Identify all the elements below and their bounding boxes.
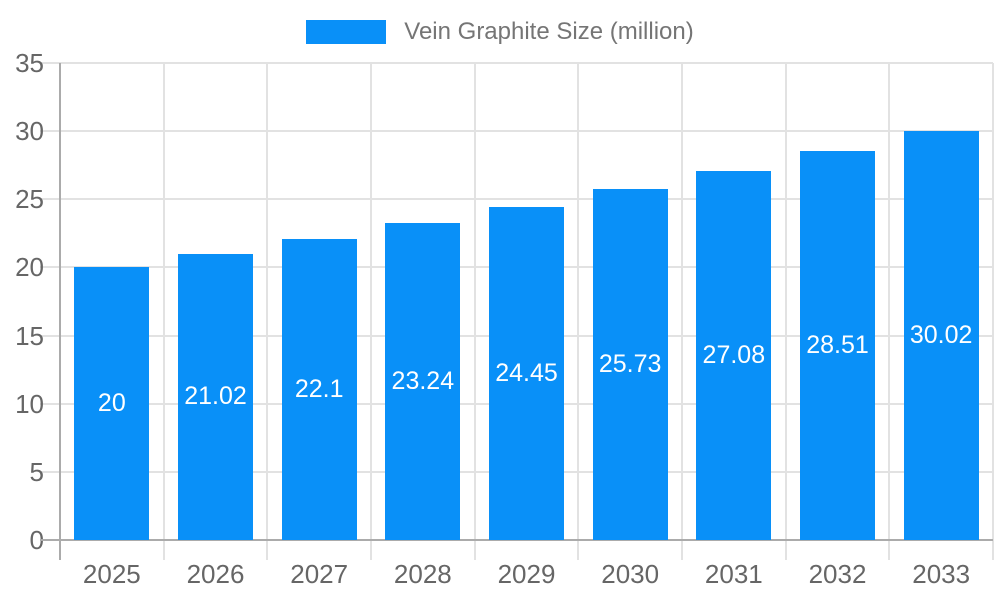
x-tick — [681, 540, 683, 560]
x-tick — [162, 540, 165, 560]
y-tick-label: 25 — [15, 184, 44, 215]
y-tick — [40, 266, 60, 269]
x-tick — [888, 540, 891, 560]
x-tick-label: 2029 — [497, 559, 556, 589]
x-axis-line — [40, 539, 993, 541]
y-tick-label: 0 — [29, 525, 44, 555]
y-tick-label: 20 — [15, 252, 44, 283]
x-tick-label: 2030 — [601, 559, 660, 589]
y-tick — [40, 334, 60, 337]
x-gridline — [681, 63, 683, 540]
y-tick — [40, 402, 60, 405]
y-gridline — [60, 62, 993, 64]
x-tick — [992, 540, 994, 560]
bar-2025[interactable]: 20 — [74, 267, 150, 540]
x-gridline — [992, 63, 994, 540]
x-tick-label: 2033 — [912, 559, 971, 589]
x-gridline — [888, 63, 891, 540]
legend-swatch-icon — [306, 20, 387, 44]
y-tick — [40, 198, 60, 201]
bar-value-label: 25.73 — [598, 350, 662, 379]
x-tick — [784, 540, 787, 560]
x-tick — [266, 540, 269, 560]
x-tick — [473, 540, 476, 560]
x-gridline — [784, 63, 787, 540]
y-axis-line — [59, 63, 61, 560]
x-tick-label: 2026 — [186, 559, 245, 589]
legend-item[interactable]: Vein Graphite Size (million) — [0, 14, 1000, 50]
x-gridline — [266, 63, 269, 540]
legend-label: Vein Graphite Size (million) — [404, 18, 694, 45]
x-gridline — [473, 63, 476, 540]
y-tick — [40, 470, 60, 473]
x-gridline — [162, 63, 165, 540]
y-tick-label: 10 — [15, 388, 44, 419]
y-tick — [40, 130, 60, 133]
bar-value-label: 24.45 — [495, 358, 558, 387]
y-tick-label: 5 — [29, 456, 44, 487]
bar-2028[interactable]: 23.24 — [385, 223, 461, 540]
bar-value-label: 27.08 — [702, 340, 766, 369]
bar-value-label: 23.24 — [391, 367, 455, 396]
bar-value-label: 21.02 — [184, 382, 247, 411]
bar-value-label: 28.51 — [806, 331, 869, 360]
y-gridline — [60, 130, 993, 133]
x-gridline — [370, 63, 372, 540]
y-tick — [40, 62, 60, 64]
bar-value-label: 22.1 — [294, 374, 344, 403]
bar-value-label: 20 — [97, 389, 126, 418]
x-tick-label: 2032 — [808, 559, 867, 589]
x-tick-label: 2031 — [704, 559, 763, 589]
x-gridline — [577, 63, 580, 540]
bar-2026[interactable]: 21.02 — [178, 253, 253, 540]
x-tick-label: 2025 — [82, 559, 141, 589]
bar-2027[interactable]: 22.1 — [281, 238, 357, 540]
y-gridline — [60, 198, 993, 201]
bar-2030[interactable]: 25.73 — [592, 189, 668, 540]
bar-2029[interactable]: 24.45 — [489, 206, 564, 540]
bar-2033[interactable]: 30.02 — [903, 130, 979, 540]
y-tick-label: 15 — [15, 320, 44, 351]
x-tick-label: 2027 — [290, 559, 349, 589]
x-tick — [577, 540, 580, 560]
bar-2031[interactable]: 27.08 — [696, 170, 772, 540]
bar-2032[interactable]: 28.51 — [800, 151, 875, 540]
x-tick-label: 2028 — [393, 559, 452, 589]
x-tick — [370, 540, 372, 560]
bar-value-label: 30.02 — [909, 320, 973, 349]
y-tick-label: 30 — [15, 116, 44, 147]
y-tick-label: 35 — [15, 48, 44, 78]
